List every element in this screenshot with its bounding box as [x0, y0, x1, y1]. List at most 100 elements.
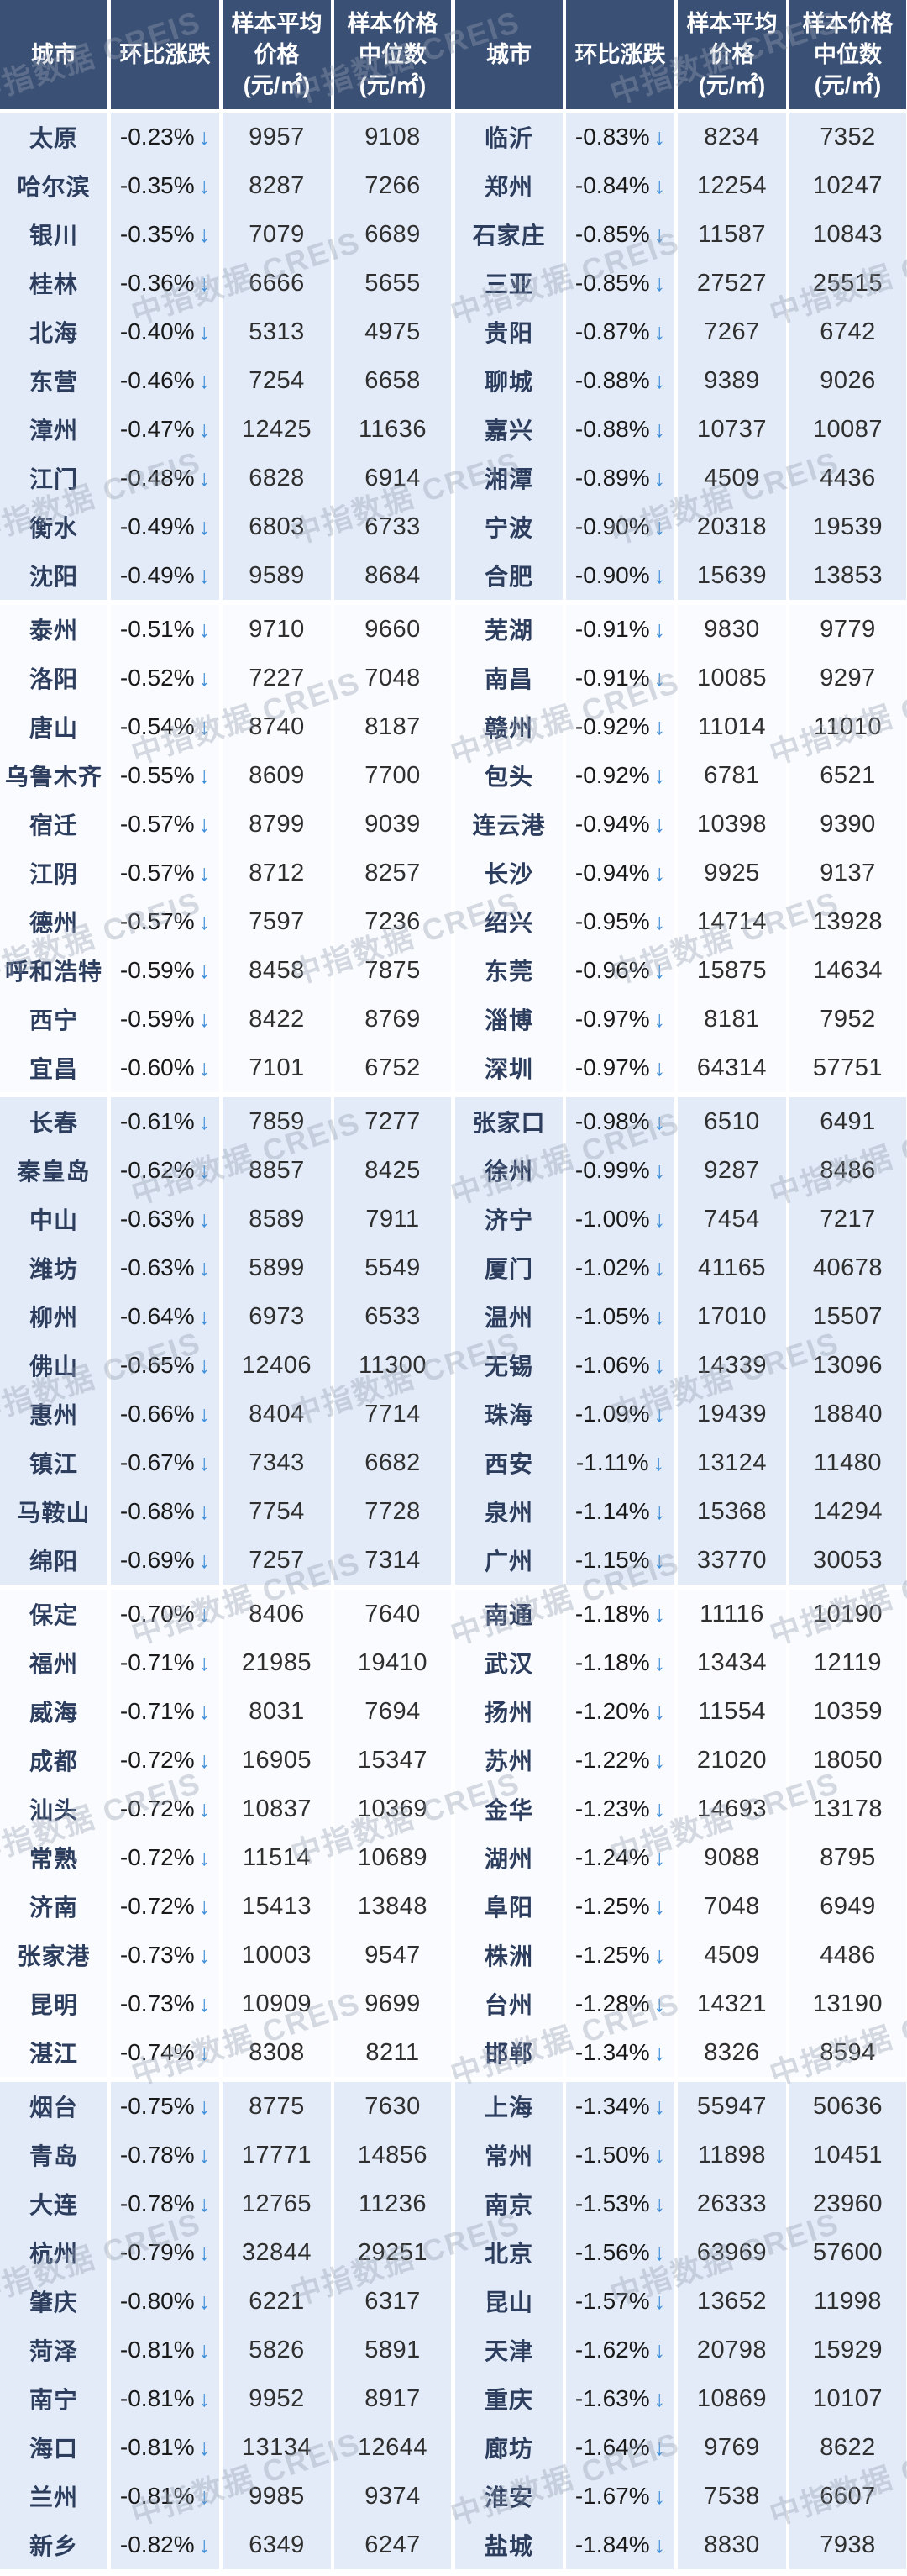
table-row: 长沙 -0.94% ↓ 9925 9137: [455, 849, 906, 897]
change-value: -0.55%: [119, 762, 195, 788]
change-cell: -0.73% ↓: [111, 1979, 219, 2028]
median-price-cell: 7875: [334, 946, 451, 995]
median-price-cell: 8795: [789, 1833, 906, 1882]
median-price-cell: 7714: [334, 1390, 451, 1438]
avg-price-cell: 11898: [678, 2131, 786, 2179]
avg-price-cell: 15875: [678, 946, 786, 995]
change-value: -1.64%: [574, 2434, 650, 2460]
down-arrow-icon: ↓: [653, 1206, 666, 1232]
change-cell: -0.97% ↓: [566, 1044, 674, 1092]
city-cell: 连云港: [455, 800, 563, 849]
table-row: 潍坊 -0.63% ↓ 5899 5549: [0, 1243, 451, 1292]
down-arrow-icon: ↓: [198, 1649, 211, 1675]
change-value: -1.09%: [574, 1401, 650, 1427]
change-value: -1.56%: [574, 2239, 650, 2265]
city-cell: 德州: [0, 897, 107, 946]
median-price-cell: 9699: [334, 1979, 451, 2028]
city-cell: 沈阳: [0, 551, 107, 600]
down-arrow-icon: ↓: [198, 465, 211, 491]
change-value: -0.49%: [119, 562, 195, 588]
avg-price-cell: 63969: [678, 2228, 786, 2277]
median-price-cell: 10087: [789, 405, 906, 454]
down-arrow-icon: ↓: [198, 2142, 211, 2168]
avg-price-cell: 8740: [223, 702, 331, 751]
avg-price-cell: 6781: [678, 751, 786, 800]
table-row: 湛江 -0.74% ↓ 8308 8211: [0, 2028, 451, 2077]
change-cell: -0.75% ↓: [111, 2082, 219, 2131]
city-cell: 镇江: [0, 1438, 107, 1487]
table-row: 兰州 -0.81% ↓ 9985 9374: [0, 2472, 451, 2521]
down-arrow-icon: ↓: [198, 2288, 211, 2314]
avg-price-cell: 12406: [223, 1341, 331, 1390]
avg-price-cell: 11554: [678, 1687, 786, 1736]
down-arrow-icon: ↓: [653, 1006, 666, 1032]
median-price-cell: 19539: [789, 502, 906, 551]
change-value: -0.59%: [119, 957, 195, 983]
change-cell: -0.64% ↓: [111, 1292, 219, 1341]
city-cell: 兰州: [0, 2472, 107, 2521]
median-price-cell: 6658: [334, 356, 451, 405]
change-value: -0.92%: [574, 762, 650, 788]
down-arrow-icon: ↓: [198, 1401, 211, 1427]
table-row: 哈尔滨 -0.35% ↓ 8287 7266: [0, 161, 451, 210]
change-cell: -0.23% ↓: [111, 113, 219, 161]
median-price-cell: 9137: [789, 849, 906, 897]
row-block: 上海 -1.34% ↓ 55947 50636 常州 -1.50% ↓ 11898 10451 南京…: [455, 2082, 906, 2569]
median-price-cell: 6317: [334, 2277, 451, 2326]
down-arrow-icon: ↓: [653, 2190, 666, 2216]
header-median-price: 样本价格 中位数 (元/㎡): [789, 0, 906, 109]
table-row: 天津 -1.62% ↓ 20798 15929: [455, 2326, 906, 2374]
change-cell: -0.40% ↓: [111, 308, 219, 356]
table-row: 金华 -1.23% ↓ 14693 13178: [455, 1785, 906, 1833]
city-cell: 邯郸: [455, 2028, 563, 2077]
down-arrow-icon: ↓: [653, 221, 666, 247]
city-cell: 漳州: [0, 405, 107, 454]
change-cell: -1.25% ↓: [566, 1931, 674, 1979]
avg-price-cell: 4509: [678, 1931, 786, 1979]
city-cell: 株洲: [455, 1931, 563, 1979]
down-arrow-icon: ↓: [198, 2483, 211, 2509]
down-arrow-icon: ↓: [653, 1108, 666, 1134]
change-cell: -0.70% ↓: [111, 1590, 219, 1638]
avg-price-cell: 7254: [223, 356, 331, 405]
change-value: -0.71%: [119, 1698, 195, 1724]
avg-price-cell: 7101: [223, 1044, 331, 1092]
city-cell: 南京: [455, 2179, 563, 2228]
change-cell: -0.47% ↓: [111, 405, 219, 454]
change-value: -1.00%: [574, 1206, 650, 1232]
avg-price-cell: 12254: [678, 161, 786, 210]
avg-price-cell: 8287: [223, 161, 331, 210]
down-arrow-icon: ↓: [653, 1547, 666, 1573]
table-row: 珠海 -1.09% ↓ 19439 18840: [455, 1390, 906, 1438]
down-arrow-icon: ↓: [653, 1795, 666, 1822]
avg-price-cell: 6349: [223, 2521, 331, 2569]
table-row: 乌鲁木齐 -0.55% ↓ 8609 7700: [0, 751, 451, 800]
down-arrow-icon: ↓: [198, 513, 211, 539]
city-cell: 徐州: [455, 1146, 563, 1195]
avg-price-cell: 14321: [678, 1979, 786, 2028]
avg-price-cell: 41165: [678, 1243, 786, 1292]
table-row: 银川 -0.35% ↓ 7079 6689: [0, 210, 451, 259]
row-block: 太原 -0.23% ↓ 9957 9108 哈尔滨 -0.35% ↓ 8287 7266 银川 -0.…: [0, 113, 451, 600]
median-price-cell: 9390: [789, 800, 906, 849]
city-cell: 佛山: [0, 1341, 107, 1390]
change-value: -0.35%: [119, 172, 195, 198]
table-row: 惠州 -0.66% ↓ 8404 7714: [0, 1390, 451, 1438]
median-price-cell: 9039: [334, 800, 451, 849]
table-row: 镇江 -0.67% ↓ 7343 6682: [0, 1438, 451, 1487]
change-cell: -0.90% ↓: [566, 502, 674, 551]
avg-price-cell: 9985: [223, 2472, 331, 2521]
down-arrow-icon: ↓: [198, 1498, 211, 1524]
city-cell: 济南: [0, 1882, 107, 1931]
median-price-cell: 23960: [789, 2179, 906, 2228]
city-cell: 青岛: [0, 2131, 107, 2179]
city-cell: 廊坊: [455, 2423, 563, 2472]
change-value: -1.24%: [574, 1844, 650, 1870]
city-cell: 成都: [0, 1736, 107, 1785]
down-arrow-icon: ↓: [653, 665, 666, 691]
city-cell: 合肥: [455, 551, 563, 600]
city-cell: 绍兴: [455, 897, 563, 946]
change-value: -0.91%: [574, 616, 650, 642]
avg-price-cell: 8308: [223, 2028, 331, 2077]
city-cell: 肇庆: [0, 2277, 107, 2326]
